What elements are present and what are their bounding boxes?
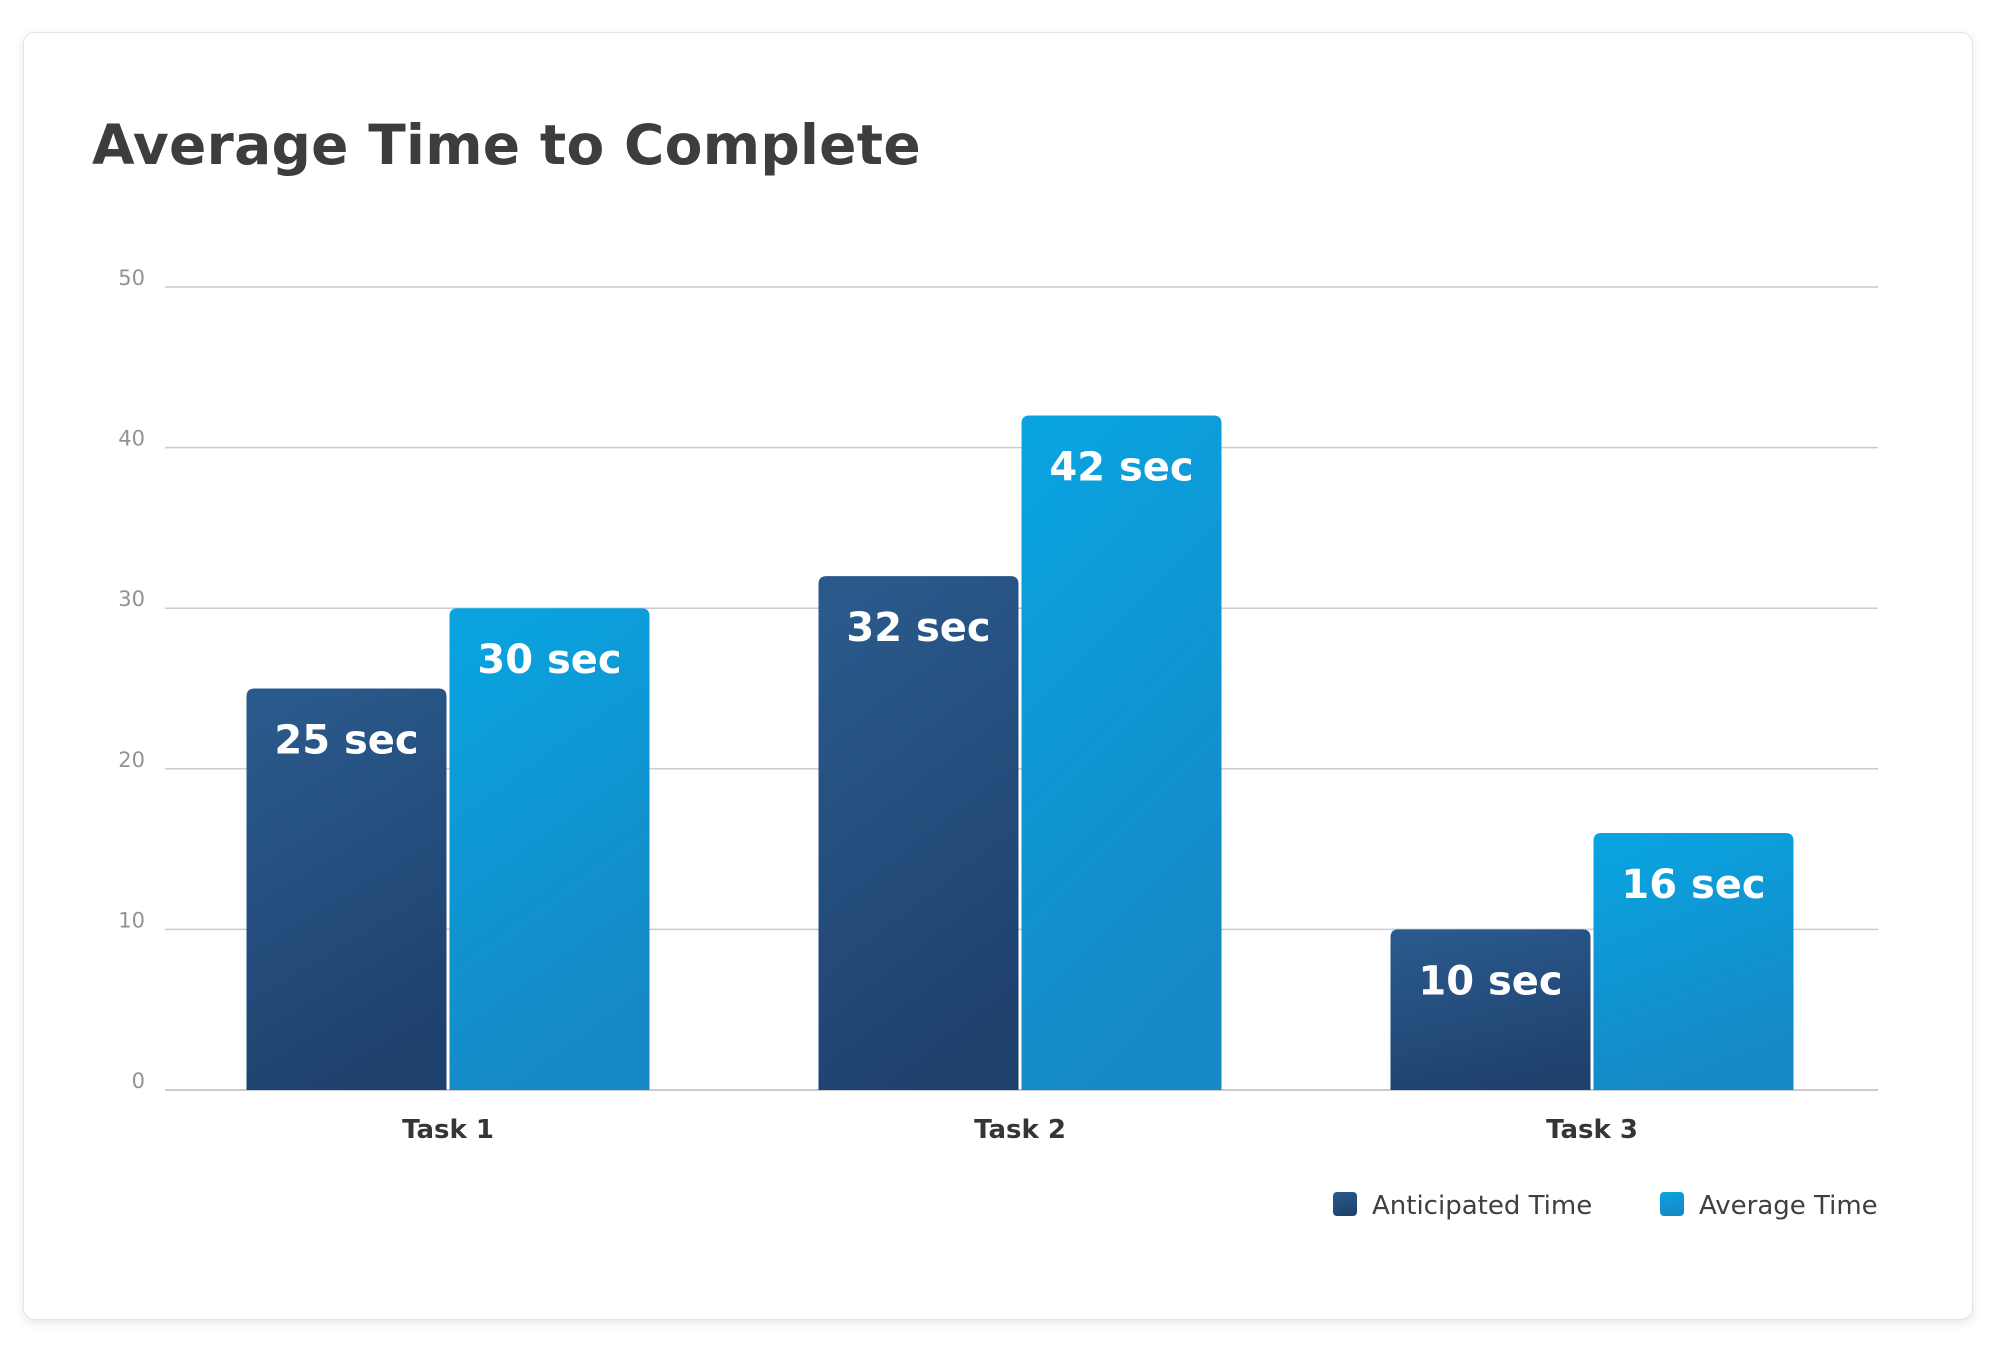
bar-value-label: 42 sec <box>1049 444 1193 490</box>
y-tick-label: 10 <box>118 908 145 932</box>
legend-swatch <box>1660 1192 1684 1216</box>
legend: Anticipated Time Average Time <box>1333 1191 1878 1221</box>
bar-average-time-task-2 <box>1021 415 1222 1091</box>
legend-label: Average Time <box>1699 1191 1878 1221</box>
bar-value-label: 25 sec <box>274 718 418 764</box>
legend-label: Anticipated Time <box>1372 1191 1592 1221</box>
x-tick-label: Task 3 <box>1546 1115 1638 1145</box>
bar-value-label: 32 sec <box>846 605 990 651</box>
chart-title: Average Time to Complete <box>92 113 921 177</box>
bar-average-time-task-3 <box>1593 833 1794 1090</box>
y-tick-label: 40 <box>118 427 145 451</box>
legend-swatch <box>1333 1192 1357 1216</box>
y-tick-label: 50 <box>118 266 145 290</box>
bar-anticipated-time-task-1 <box>246 688 447 1090</box>
bar-value-label: 30 sec <box>477 637 621 683</box>
y-tick-label: 0 <box>132 1069 145 1093</box>
x-tick-label: Task 1 <box>402 1115 494 1145</box>
y-tick-label: 20 <box>118 748 145 772</box>
y-tick-label: 30 <box>118 587 145 611</box>
bar-value-label: 16 sec <box>1621 862 1765 908</box>
bar-value-label: 10 sec <box>1418 958 1562 1004</box>
bars <box>246 415 1794 1091</box>
bar-anticipated-time-task-3 <box>1390 929 1591 1090</box>
bar-average-time-task-1 <box>449 608 650 1090</box>
bar-anticipated-time-task-2 <box>818 576 1019 1090</box>
x-tick-label: Task 2 <box>974 1115 1066 1145</box>
labels: 0 10 20 30 40 50 25 sec 30 sec Task 1 32 sec 42 se… <box>118 266 1765 1145</box>
